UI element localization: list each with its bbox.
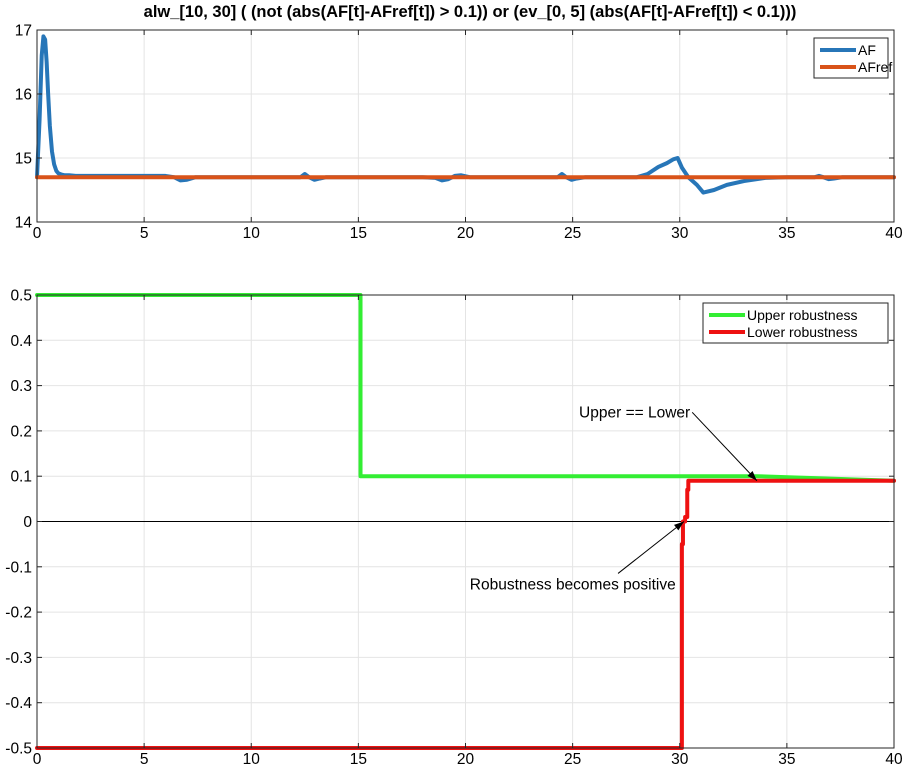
annotation-label: Upper == Lower xyxy=(579,404,690,421)
x-tick-label: 35 xyxy=(778,225,795,242)
y-tick-label: 0.5 xyxy=(10,288,32,305)
x-tick-label: 10 xyxy=(243,751,261,768)
legend-box xyxy=(813,37,889,79)
x-tick-label: 0 xyxy=(33,751,42,768)
x-tick-label: 20 xyxy=(457,225,475,242)
x-tick-label: 35 xyxy=(778,751,795,768)
top-chart-title: alw_[10, 30] ( (not (abs(AF[t]-AFref[t])… xyxy=(144,3,797,21)
annotation-arrowhead xyxy=(674,521,685,531)
y-tick-label: -0.4 xyxy=(5,695,32,712)
y-tick-label: 16 xyxy=(15,87,32,104)
y-tick-label: 0.1 xyxy=(10,469,32,486)
x-tick-label: 0 xyxy=(33,225,42,242)
y-tick-label: 15 xyxy=(15,151,32,168)
x-tick-label: 25 xyxy=(564,751,581,768)
x-tick-label: 25 xyxy=(564,225,581,242)
annotation-arrowhead xyxy=(747,471,757,481)
x-tick-label: 15 xyxy=(350,751,367,768)
x-tick-label: 40 xyxy=(885,751,903,768)
x-tick-label: 5 xyxy=(140,225,149,242)
y-tick-label: 17 xyxy=(15,23,32,40)
y-tick-label: -0.3 xyxy=(5,650,32,667)
annotation-arrow xyxy=(691,411,758,482)
y-tick-label: 0 xyxy=(23,514,32,531)
annotation-arrow xyxy=(617,521,685,574)
y-tick-label: 0.4 xyxy=(10,333,32,350)
x-tick-label: 20 xyxy=(457,751,475,768)
legend-label: Upper robustness xyxy=(747,307,858,323)
bottom-plot: Upper == Lower Robustness becomes positiv… xyxy=(5,288,903,769)
y-tick-label: 0.2 xyxy=(10,423,32,440)
legend-label: AF xyxy=(858,42,876,58)
legend-label: AFref xyxy=(858,59,892,75)
x-tick-label: 40 xyxy=(885,225,903,242)
x-tick-label: 15 xyxy=(350,225,367,242)
y-tick-label: -0.2 xyxy=(5,605,32,622)
x-tick-label: 30 xyxy=(671,751,689,768)
annotation-label: Robustness becomes positive xyxy=(470,576,676,593)
legend-label: Lower robustness xyxy=(747,324,858,340)
legend-box xyxy=(702,302,889,344)
series-line-lower-robustness xyxy=(35,478,896,750)
y-tick-label: -0.1 xyxy=(5,559,32,576)
x-tick-label: 5 xyxy=(140,751,149,768)
y-tick-label: 0.3 xyxy=(10,378,32,395)
x-tick-label: 30 xyxy=(671,225,689,242)
y-tick-label: -0.5 xyxy=(5,741,32,758)
y-tick-label: 14 xyxy=(15,215,33,232)
x-tick-label: 10 xyxy=(243,225,261,242)
